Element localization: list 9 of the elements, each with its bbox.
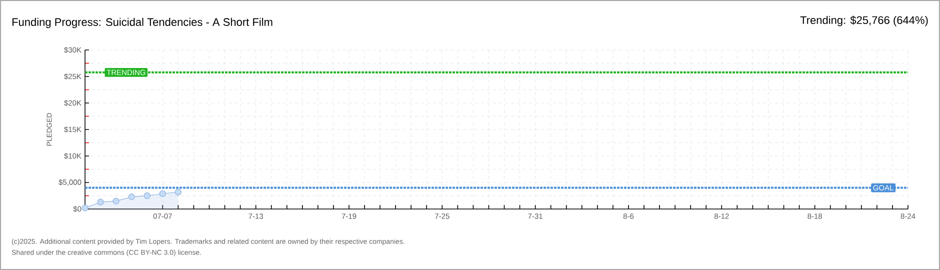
point: [112, 198, 120, 204]
point: [128, 194, 135, 200]
point: [144, 192, 150, 200]
point: [174, 188, 182, 196]
chart-subtitle: Trending: $25,766 (644%): [800, 16, 928, 26]
point: [97, 198, 104, 206]
chart-title: Funding Progress: Suicidal Tendencies - A Short Film: [12, 18, 272, 28]
point: [82, 204, 88, 212]
point: [159, 190, 166, 197]
